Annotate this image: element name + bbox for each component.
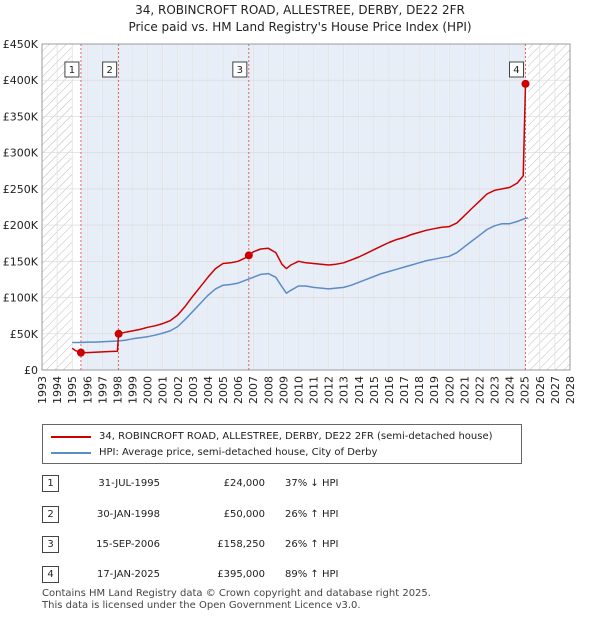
y-tick-label: £300K [3,147,39,160]
x-tick-label: 2023 [489,376,502,404]
x-tick-label: 2005 [217,376,230,404]
x-tick-label: 2007 [247,376,260,404]
x-tick-label: 2018 [413,376,426,404]
sale-hpi-comparison: 26% ↑ HPI [285,509,339,520]
y-tick-label: £400K [3,74,39,87]
sale-price: £395,000 [217,569,265,580]
x-tick-label: 2024 [504,376,517,404]
x-tick-label: 2012 [323,376,336,404]
sale-row: 1 31-JUL-1995 £24,000 37% ↓ HPI [0,475,600,495]
chart-title: 34, ROBINCROFT ROAD, ALLESTREE, DERBY, D… [135,3,465,17]
sale-hpi-comparison: 37% ↓ HPI [285,478,339,489]
x-tick-label: 2013 [338,376,351,404]
x-tick-label: 1994 [51,376,64,404]
y-tick-label: £250K [3,183,39,196]
sale-point [114,329,123,338]
sale-date: 31-JUL-1995 [98,478,160,489]
sale-point [521,79,530,88]
footer-copyright: Contains HM Land Registry data © Crown c… [42,588,431,599]
x-tick-label: 2010 [292,376,305,404]
x-tick-label: 1995 [66,376,79,404]
y-tick-label: £200K [3,219,39,232]
x-tick-label: 2014 [353,376,366,404]
x-tick-label: 2008 [262,376,275,404]
sale-date: 17-JAN-2025 [96,569,160,580]
x-tick-label: 2026 [534,376,547,404]
x-tick-label: 2001 [157,376,170,404]
sale-date: 30-JAN-1998 [96,509,160,520]
y-tick-label: £150K [3,255,39,268]
x-tick-label: 2006 [232,376,245,404]
hatched-region-after [527,44,570,370]
sale-marker-label: 2 [106,65,112,76]
price-chart: £0 £50K £100K £150K £200K £250K £300K £350K £400… [3,38,577,404]
sale-period-highlight [80,44,526,370]
legend-label-price-paid: 34, ROBINCROFT ROAD, ALLESTREE, DERBY, D… [99,431,493,442]
x-tick-label: 2016 [383,376,396,404]
legend-swatch-hpi [51,452,91,454]
sale-price: £24,000 [223,478,265,489]
x-tick-label: 2015 [368,376,381,404]
x-tick-label: 1998 [111,376,124,404]
y-tick-label: £50K [10,328,39,341]
sale-price: £158,250 [217,539,265,550]
sale-row: 2 30-JAN-1998 £50,000 26% ↑ HPI [0,506,600,526]
x-tick-label: 1999 [127,376,140,404]
sale-marker-label: 3 [237,65,243,76]
x-tick-label: 2017 [398,376,411,404]
sale-marker-label: 4 [513,65,519,76]
legend-swatch-price-paid [51,436,91,438]
x-tick-label: 2000 [142,376,155,404]
chart-subtitle: Price paid vs. HM Land Registry's House … [128,20,472,34]
sale-hpi-comparison: 89% ↑ HPI [285,569,339,580]
sale-number-badge: 1 [42,475,59,492]
sale-number-badge: 2 [42,506,59,523]
sale-point [244,251,253,260]
sale-number-badge: 3 [42,536,59,553]
x-tick-label: 2002 [172,376,185,404]
sale-price: £50,000 [223,509,265,520]
sale-point [76,348,85,357]
x-tick-label: 1993 [36,376,49,404]
y-tick-label: £350K [3,110,39,123]
legend: 34, ROBINCROFT ROAD, ALLESTREE, DERBY, D… [42,424,522,464]
plot-frame [41,43,571,371]
footer: Contains HM Land Registry data © Crown c… [42,588,431,612]
legend-label-hpi: HPI: Average price, semi-detached house,… [99,447,378,458]
sale-marker-box [232,61,248,78]
sale-hpi-comparison: 26% ↑ HPI [285,539,339,550]
sale-marker-box [508,61,524,78]
x-tick-label: 2011 [308,376,321,404]
sale-row: 3 15-SEP-2006 £158,250 26% ↑ HPI [0,536,600,556]
x-tick-label: 2022 [473,376,486,404]
x-tick-label: 2020 [443,376,456,404]
price-paid-line [71,83,529,354]
y-tick-label: £100K [3,292,39,305]
x-tick-label: 1997 [96,376,109,404]
x-tick-label: 2021 [458,376,471,404]
sale-marker-label: 1 [69,65,75,76]
hpi-line [72,217,528,344]
footer-licence: This data is licensed under the Open Gov… [42,600,361,611]
x-tick-label: 1996 [81,376,94,404]
x-tick-label: 2027 [549,376,562,404]
y-tick-label: £0 [24,364,38,377]
sale-number-badge: 4 [42,566,59,583]
x-tick-label: 2028 [564,376,577,404]
x-tick-label: 2019 [428,376,441,404]
sale-date: 15-SEP-2006 [96,539,160,550]
sale-row: 4 17-JAN-2025 £395,000 89% ↑ HPI [0,566,600,586]
sale-marker-box [64,61,80,78]
x-tick-label: 2025 [519,376,532,404]
x-tick-label: 2003 [187,376,200,404]
x-tick-label: 2004 [202,376,215,404]
sale-marker-box [102,61,118,78]
y-tick-label: £450K [3,38,39,51]
x-tick-label: 2009 [277,376,290,404]
